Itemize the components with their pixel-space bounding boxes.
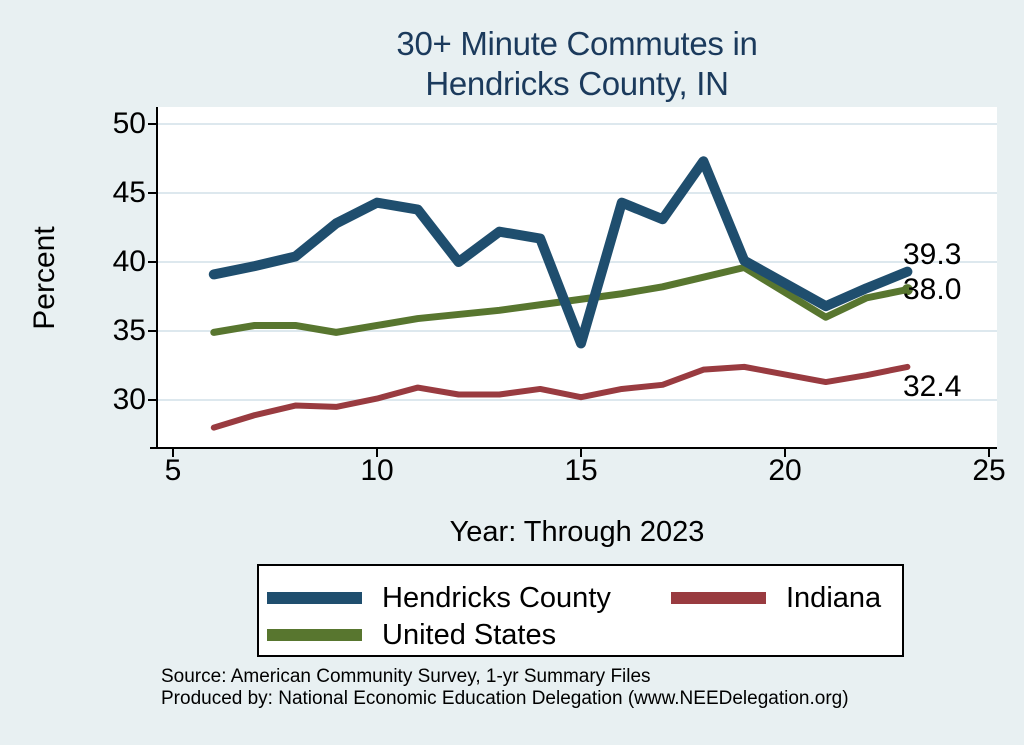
source-line: Source: American Community Survey, 1-yr … (161, 666, 651, 687)
plot-area (157, 107, 997, 448)
x-tick-label: 25 (972, 454, 1006, 487)
chart-title-line2: Hendricks County, IN (425, 65, 729, 102)
chart-title-line1: 30+ Minute Commutes in (396, 25, 758, 62)
x-tick-label: 15 (564, 454, 598, 487)
legend-swatch-hendricks-county (267, 592, 362, 604)
y-tick-label: 50 (112, 107, 146, 140)
end-value-label-united-states: 38.0 (903, 273, 962, 306)
legend-label-hendricks-county: Hendricks County (382, 581, 611, 614)
y-axis-title: Percent (28, 226, 61, 330)
y-tick-label: 35 (112, 314, 146, 347)
y-tick-label: 45 (112, 176, 146, 209)
legend-swatch-united-states (267, 629, 362, 641)
legend: Hendricks County Indiana United States (257, 564, 904, 657)
series-line-united-states (210, 264, 911, 336)
y-tick-label: 30 (112, 383, 146, 416)
produced-by-line: Produced by: National Economic Education… (161, 687, 849, 709)
legend-label-indiana: Indiana (786, 581, 882, 614)
legend-label-united-states: United States (382, 618, 557, 651)
chart-title: 30+ Minute Commutes in Hendricks County,… (157, 24, 997, 104)
legend-item-united-states: United States (267, 619, 556, 651)
y-tick-label: 40 (112, 245, 146, 278)
end-value-label-hendricks-county: 39.3 (903, 238, 962, 271)
x-tick-label: 20 (768, 454, 802, 487)
legend-item-indiana: Indiana (671, 582, 881, 614)
x-tick-label: 10 (360, 454, 394, 487)
series-line-hendricks-county (208, 156, 913, 349)
x-axis-caption: Year: Through 2023 (449, 516, 705, 548)
legend-item-hendricks-county: Hendricks County (267, 582, 611, 614)
footer-notes: Source: American Community Survey, 1-yr … (161, 666, 981, 709)
series-line-indiana (210, 363, 911, 431)
x-tick-label: 5 (164, 454, 182, 487)
end-value-label-indiana: 32.4 (903, 370, 962, 403)
legend-swatch-indiana (671, 592, 766, 604)
series-end-marker-united-states (901, 284, 913, 296)
